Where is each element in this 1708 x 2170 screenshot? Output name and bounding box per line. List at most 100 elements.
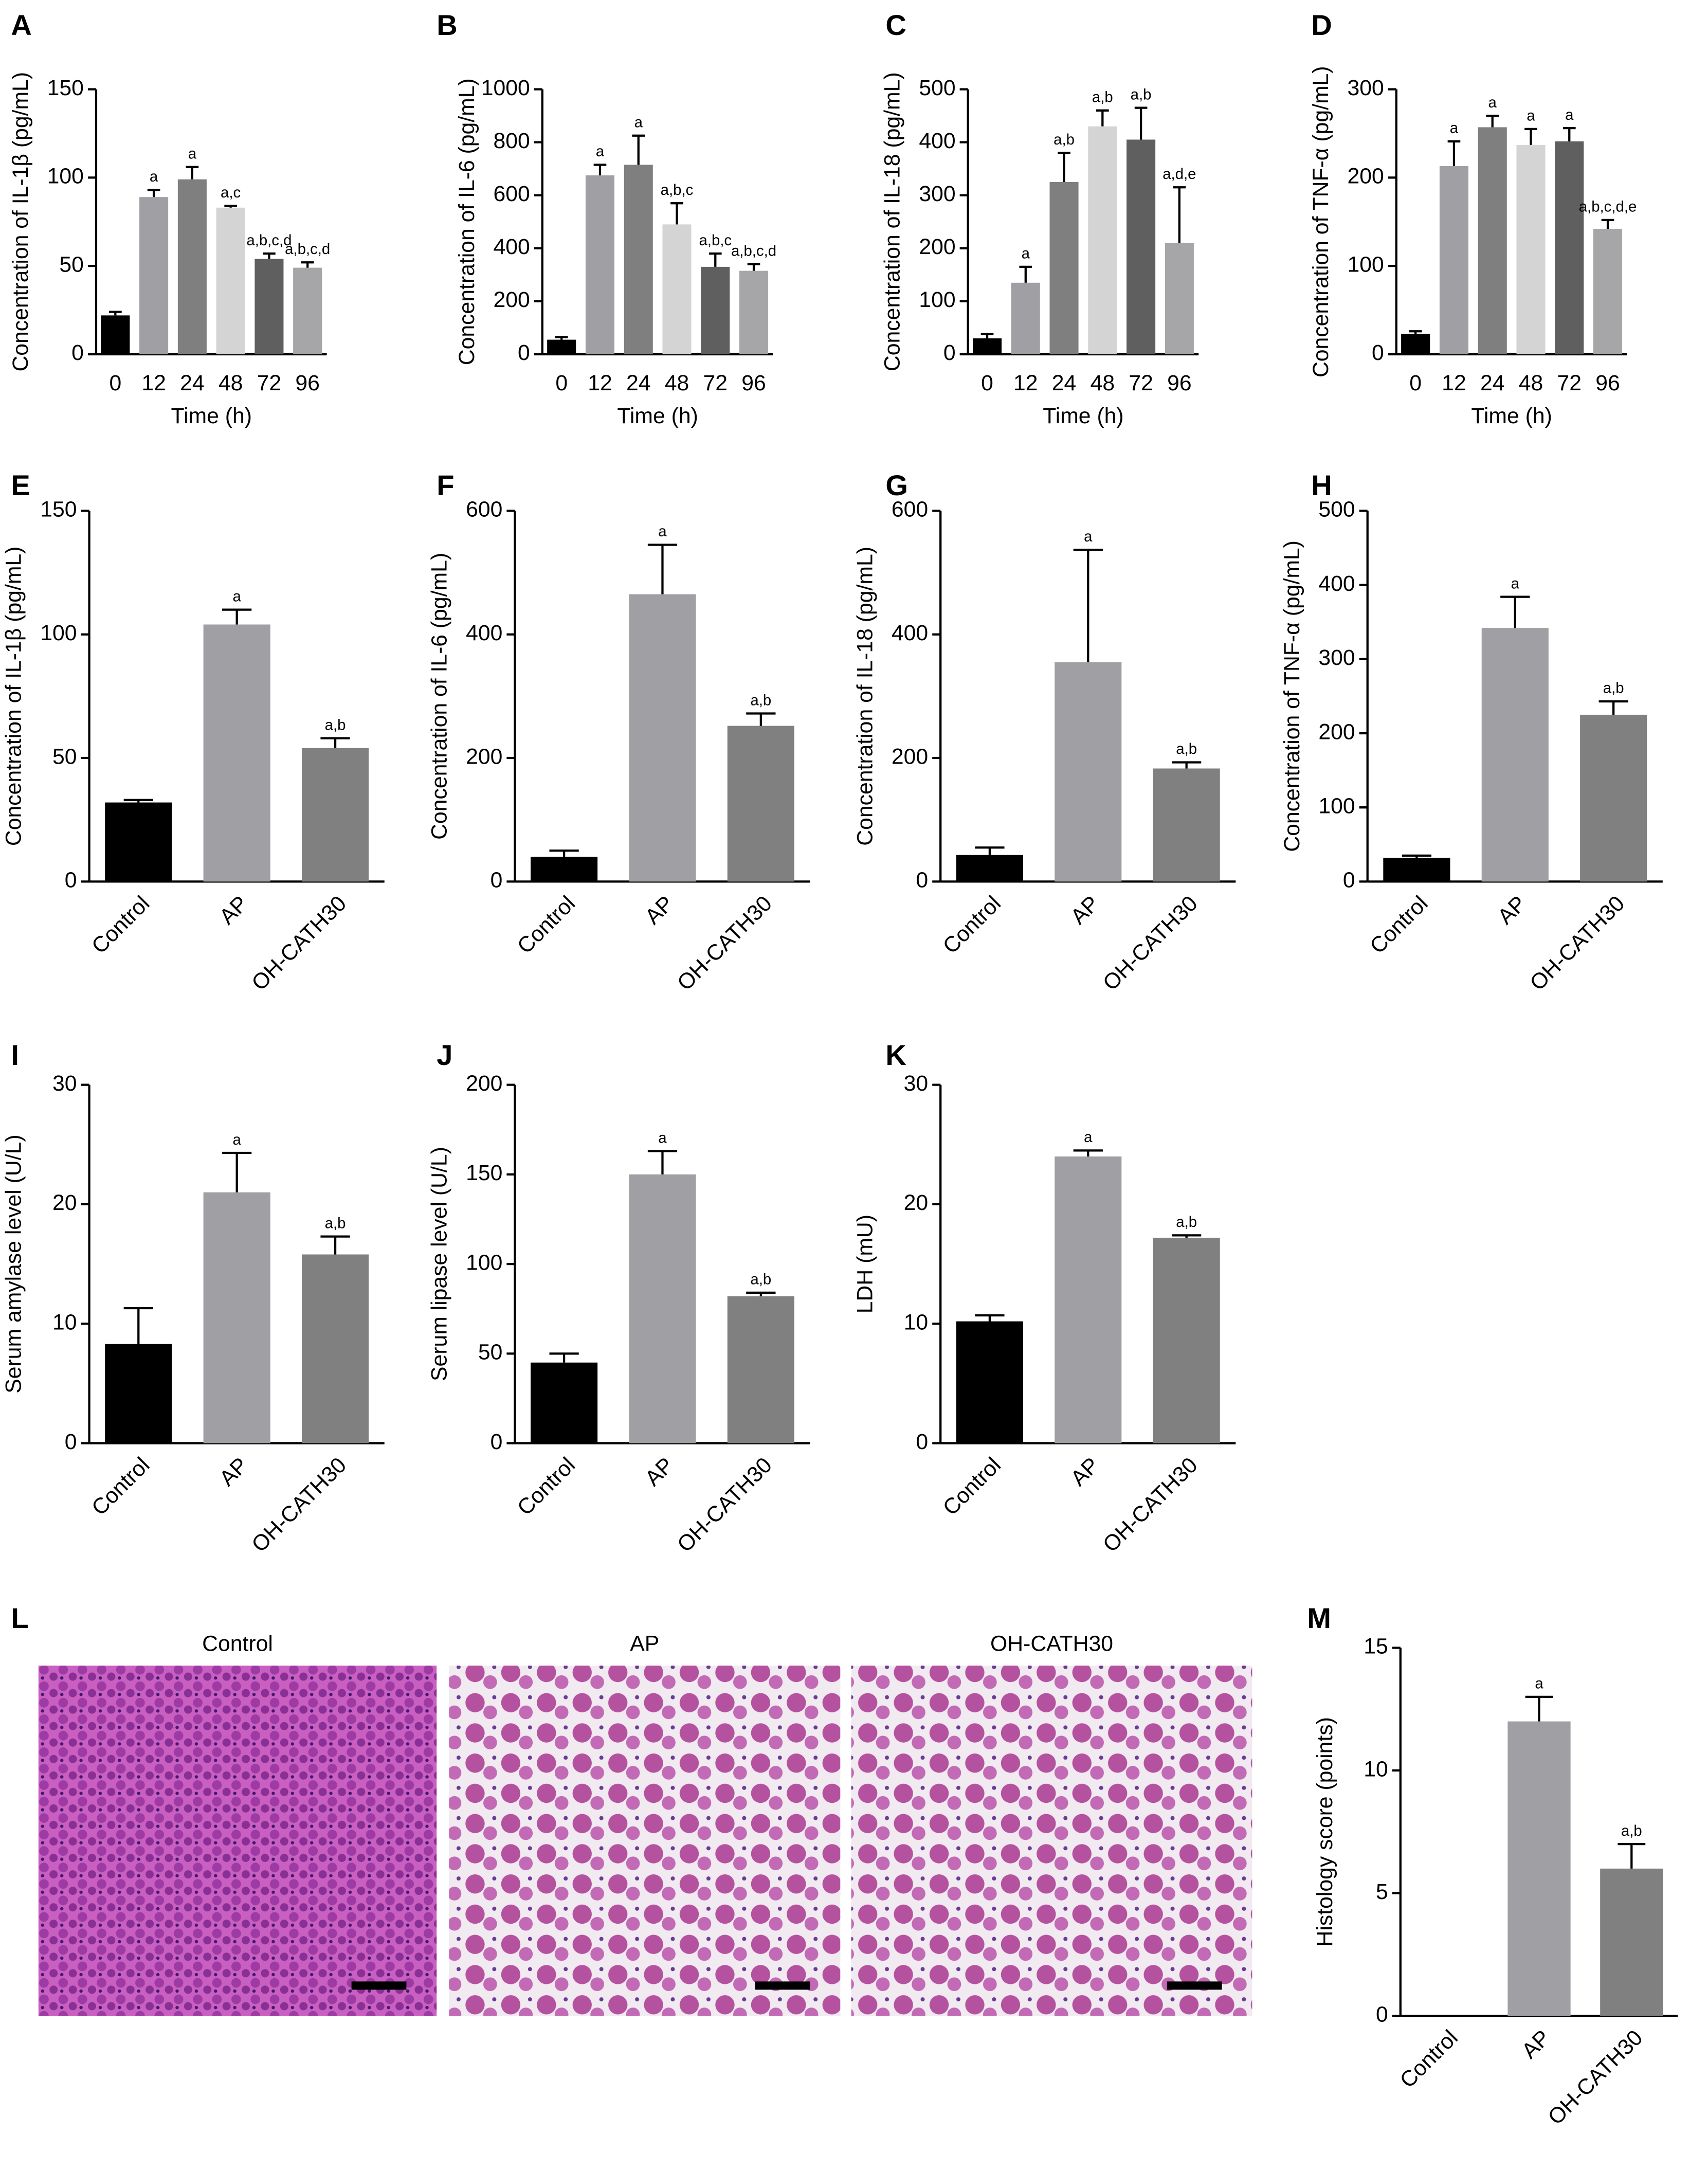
x-tick-label: 12	[1013, 371, 1038, 395]
y-tick-label: 10	[904, 1310, 929, 1335]
x-tick-label: OH-CATH30	[673, 891, 777, 996]
y-tick-label: 20	[904, 1190, 929, 1215]
x-tick-label: Control	[513, 1453, 580, 1520]
bar	[1055, 662, 1122, 882]
x-tick-label: Control	[87, 1453, 154, 1520]
bar	[1383, 858, 1450, 882]
y-tick-label: 50	[59, 252, 84, 277]
y-tick-label: 0	[916, 1430, 928, 1454]
x-tick-label: 96	[295, 371, 320, 395]
annotation: a	[1488, 94, 1497, 111]
bar	[956, 855, 1023, 882]
y-tick-label: 200	[1318, 719, 1355, 744]
panel-letter: F	[437, 469, 454, 501]
y-tick-label: 200	[892, 744, 928, 769]
image-title: Control	[202, 1631, 273, 1656]
bar	[203, 624, 270, 882]
y-tick-label: 600	[466, 497, 502, 522]
x-tick-label: 24	[180, 371, 205, 395]
x-tick-label: 24	[1052, 371, 1077, 395]
scale-bar	[1167, 1981, 1222, 1990]
bar	[1580, 714, 1647, 882]
bar	[662, 224, 692, 354]
bar	[1011, 282, 1040, 354]
bar	[629, 1174, 696, 1443]
x-tick-label: AP	[1493, 891, 1531, 929]
x-tick-label: 72	[1129, 371, 1153, 395]
x-tick-label: AP	[640, 891, 678, 929]
bar	[101, 315, 130, 354]
annotation: a	[1565, 106, 1574, 123]
y-axis-label: Concentration of IL-18 (pg/mL)	[852, 547, 877, 846]
annotation: a	[1511, 575, 1520, 592]
bar	[301, 1254, 369, 1443]
bar	[1055, 1156, 1122, 1443]
y-tick-label: 0	[943, 340, 956, 365]
panel-letter: B	[437, 9, 458, 41]
annotation: a,d,e	[1162, 166, 1196, 183]
y-tick-label: 100	[47, 164, 84, 189]
x-tick-label: Control	[938, 1453, 1006, 1520]
y-axis-label: Serum lipase level (U/L)	[427, 1147, 451, 1381]
bar	[972, 338, 1002, 354]
annotation: a,b	[750, 1271, 771, 1288]
annotation: a,b	[325, 1215, 346, 1232]
x-tick-label: OH-CATH30	[247, 1453, 351, 1557]
bar	[1516, 144, 1546, 354]
x-tick-label: 96	[741, 371, 766, 395]
bar	[1507, 1721, 1571, 2016]
y-tick-label: 500	[1318, 497, 1355, 522]
x-tick-label: OH-CATH30	[247, 891, 351, 996]
x-tick-label: AP	[1066, 1453, 1104, 1491]
bar	[701, 266, 730, 354]
bar	[293, 267, 322, 354]
y-tick-label: 50	[478, 1340, 503, 1365]
annotation: a	[188, 145, 197, 162]
y-axis-label: Concentration of TNF-α (pg/mL)	[1309, 66, 1333, 377]
annotation: a,b,c	[699, 232, 732, 249]
bar	[629, 594, 696, 882]
y-tick-label: 400	[1318, 571, 1355, 596]
x-tick-label: Control	[87, 891, 154, 959]
annotation: a	[1084, 528, 1093, 545]
y-tick-label: 500	[919, 76, 955, 100]
annotation: a	[232, 588, 241, 605]
y-tick-label: 0	[490, 1430, 503, 1454]
bar	[1153, 768, 1220, 882]
bar	[1439, 166, 1468, 354]
panel-letter: A	[11, 9, 32, 41]
panel-letter: L	[11, 1602, 28, 1634]
histology-image	[851, 1666, 1252, 2016]
annotation: a,c	[221, 184, 241, 201]
bar	[1593, 229, 1623, 354]
bar	[727, 726, 794, 882]
y-tick-label: 150	[47, 76, 84, 100]
bar	[624, 165, 653, 354]
panel-letter: E	[11, 469, 30, 501]
bar	[1401, 334, 1430, 354]
bar	[956, 1321, 1023, 1443]
annotation: a,b,c,d,e	[1579, 198, 1637, 215]
y-tick-label: 400	[494, 234, 530, 259]
x-tick-label: 12	[588, 371, 612, 395]
y-tick-label: 0	[490, 868, 503, 893]
y-tick-label: 15	[1364, 1634, 1388, 1659]
x-tick-label: 48	[665, 371, 689, 395]
image-title: AP	[630, 1631, 659, 1656]
y-tick-label: 100	[919, 287, 955, 312]
y-axis-label: Concentration of TNF-α (pg/mL)	[1280, 540, 1304, 852]
annotation: a	[1084, 1129, 1093, 1146]
y-tick-label: 10	[52, 1310, 77, 1335]
x-tick-label: 24	[1480, 371, 1505, 395]
x-tick-label: 0	[1409, 371, 1422, 395]
annotation: a,b	[1621, 1822, 1642, 1839]
panel-letter: G	[885, 469, 908, 501]
bar	[1153, 1237, 1220, 1443]
x-tick-label: 0	[555, 371, 568, 395]
bar	[1478, 127, 1507, 354]
bar	[105, 802, 172, 882]
y-tick-label: 0	[71, 340, 84, 365]
y-tick-label: 0	[1343, 868, 1355, 893]
y-tick-label: 0	[65, 868, 77, 893]
panel-letter: H	[1311, 469, 1332, 501]
